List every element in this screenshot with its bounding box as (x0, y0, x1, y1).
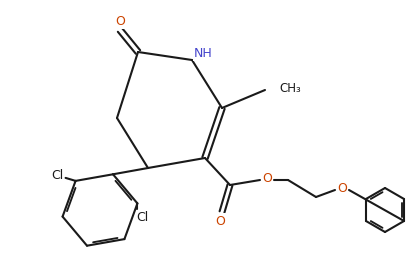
Text: O: O (337, 181, 347, 194)
Text: Cl: Cl (51, 170, 63, 183)
Text: CH₃: CH₃ (279, 81, 301, 94)
Text: O: O (115, 15, 125, 28)
Text: Cl: Cl (136, 211, 149, 224)
Text: O: O (215, 214, 225, 228)
Text: NH: NH (194, 47, 213, 60)
Text: O: O (262, 172, 272, 185)
